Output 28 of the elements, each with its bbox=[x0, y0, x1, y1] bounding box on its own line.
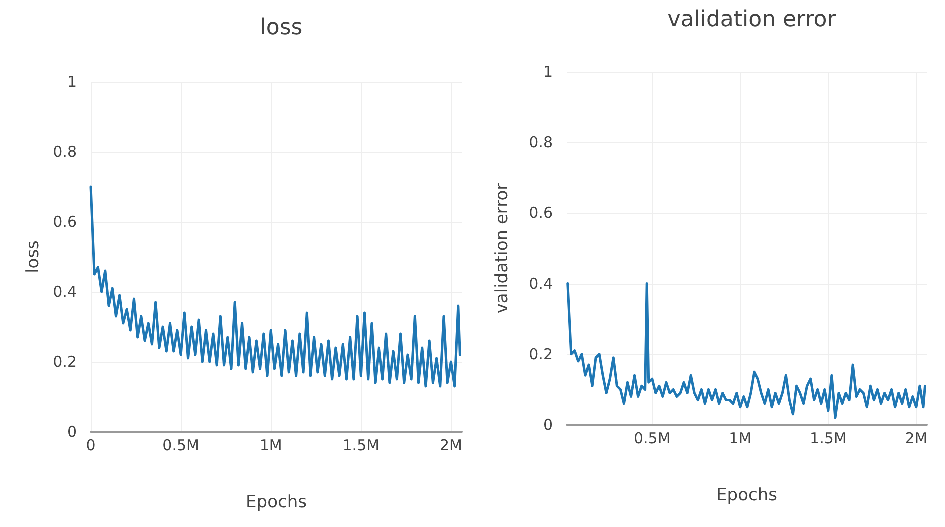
line-series bbox=[566, 282, 926, 420]
y-axis-title: validation error bbox=[492, 183, 512, 314]
y-tick-label: 1 bbox=[67, 73, 77, 91]
x-tick-label: 1.5M bbox=[810, 430, 847, 448]
x-tick-label: 0.5M bbox=[162, 436, 200, 454]
y-tick-label: 0.4 bbox=[529, 274, 553, 293]
y-axis-title: loss bbox=[24, 240, 44, 274]
line-series bbox=[90, 186, 462, 388]
y-tick-label: 0.4 bbox=[53, 283, 77, 301]
y-tick-label: 1 bbox=[543, 63, 553, 81]
y-tick-label: 0.6 bbox=[529, 204, 553, 222]
x-tick-label: 1M bbox=[260, 436, 282, 454]
x-tick-label: 2M bbox=[905, 430, 928, 448]
x-axis-title: Epochs bbox=[716, 486, 778, 506]
y-tick-label: 0.2 bbox=[529, 345, 553, 364]
x-axis-title: Epochs bbox=[246, 492, 308, 512]
y-tick-label: 0 bbox=[543, 416, 553, 434]
y-tick-label: 0.8 bbox=[529, 134, 553, 152]
chart-title: validation error bbox=[668, 8, 838, 32]
x-tick-label: 1.5M bbox=[342, 436, 380, 454]
y-tick-label: 0.8 bbox=[53, 143, 77, 161]
x-tick-label: 0 bbox=[86, 436, 96, 454]
y-tick-label: 0.6 bbox=[53, 213, 77, 231]
y-tick-label: 0.2 bbox=[53, 353, 77, 371]
x-tick-label: 0.5M bbox=[634, 430, 671, 448]
x-tick-label: 1M bbox=[729, 430, 752, 448]
chart-title: loss bbox=[260, 16, 303, 40]
x-tick-label: 2M bbox=[440, 436, 462, 454]
